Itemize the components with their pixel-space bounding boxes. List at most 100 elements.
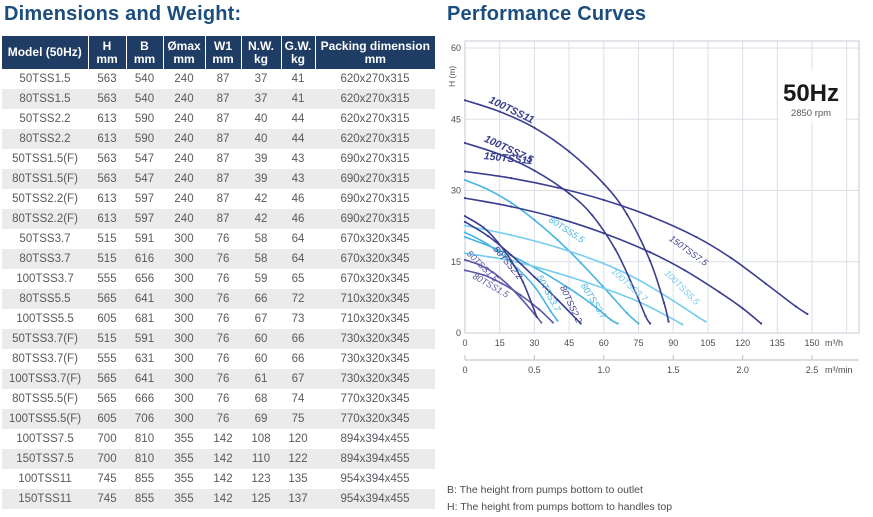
table-cell: 613 [97, 193, 117, 205]
table-cell: 855 [134, 473, 155, 485]
table-row: 80TSS2.2 613 590 240 87 40 44 620x270x315 [2, 129, 435, 149]
table-cell: 300 [163, 409, 205, 429]
table-cell: 690x270x315 [315, 169, 435, 189]
table-cell: 565 [97, 393, 117, 405]
curve-point [519, 296, 522, 299]
table-cell: 300 [163, 329, 205, 349]
table-cell: 547 [126, 169, 163, 189]
table-cell: 58 [241, 249, 281, 269]
curve-point [463, 141, 467, 145]
table-cell: 240 [163, 89, 205, 109]
table-cell: 706 [126, 409, 163, 429]
table-cell: 142 [205, 489, 241, 509]
curve-point [463, 215, 467, 218]
curve-point [568, 287, 571, 290]
curve-point [491, 271, 494, 274]
table-cell: 64 [281, 249, 315, 269]
table-cell: 43 [281, 169, 315, 189]
table-cell: 616 [126, 249, 163, 269]
table-cell: 40 [241, 129, 281, 149]
table-cell: 61 [241, 369, 281, 389]
svg-text:150: 150 [804, 338, 819, 348]
table-cell: 700 [97, 433, 117, 445]
table-cell: 355 [163, 489, 205, 509]
table-cell: 770x320x345 [315, 409, 435, 429]
curve-point [556, 246, 559, 249]
table-cell: 355 [174, 473, 194, 485]
table-cell: 770x320x345 [340, 393, 410, 405]
table-cell: 300 [163, 249, 205, 269]
svg-text:2.5: 2.5 [806, 365, 819, 375]
curve-point [463, 269, 467, 272]
table-cell: 620x270x315 [315, 129, 435, 149]
plot-border [464, 40, 860, 334]
table-cell: 300 [174, 313, 194, 325]
table-cell: 540 [126, 89, 163, 109]
table-cell: 110 [241, 449, 281, 469]
svg-text:30: 30 [451, 186, 461, 196]
curve-point [764, 282, 767, 285]
table-cell: 80TSS3.7(F) [12, 353, 78, 365]
table-cell: 555 [97, 353, 117, 365]
column-header: Model (50Hz) [2, 36, 89, 69]
table-cell: 40 [254, 113, 268, 125]
table-cell: 87 [216, 113, 230, 125]
table-cell: 46 [281, 209, 315, 229]
table-cell: 39 [241, 169, 281, 189]
curve-point [537, 308, 541, 311]
table-cell: 42 [254, 193, 268, 205]
curve-point [477, 263, 480, 266]
footnote-line: B: The height from pumps bottom to outle… [447, 484, 643, 496]
curve-point [695, 235, 698, 239]
table-row: 80TSS3.7(F) 555 631 300 76 60 66 730x320x345 [2, 349, 435, 369]
table-cell: 68 [254, 393, 268, 405]
curve-point [505, 282, 508, 285]
table-cell: 620x270x315 [315, 89, 435, 109]
table-cell: 591 [126, 329, 163, 349]
table-row: 80TSS5.5(F) 565 666 300 76 68 74 770x320x345 [2, 389, 435, 409]
curve-point [533, 218, 536, 222]
pump-curve-50TSS3.7 [463, 231, 559, 322]
curve-point [500, 282, 504, 285]
table-cell: 142 [213, 473, 233, 485]
table-cell: 590 [126, 129, 163, 149]
curve-point [667, 320, 670, 323]
curve-point [510, 201, 513, 204]
curve-point [510, 177, 513, 180]
table-row: 50TSS1.5 563 540 240 87 37 41 620x270x315 [2, 69, 435, 89]
curve-path [464, 224, 707, 323]
curve-point [681, 323, 684, 326]
table-cell: 76 [216, 233, 230, 245]
curve-point [637, 322, 640, 325]
table-cell: 66 [281, 329, 315, 349]
table-cell: 41 [291, 73, 305, 85]
table-cell: 670x320x345 [315, 249, 435, 269]
x-axis-unit-min: m³/min [825, 365, 853, 375]
table-row: 100TSS3.7 555 656 300 76 59 65 670x320x345 [2, 269, 435, 289]
table-cell: 300 [163, 289, 205, 309]
table-cell: 60 [241, 329, 281, 349]
curve-point [533, 169, 536, 172]
table-cell: 240 [174, 113, 194, 125]
table-cell: 597 [126, 209, 163, 229]
table-cell: 87 [216, 153, 230, 165]
column-header: G.W. kg [281, 36, 316, 69]
curve-point [616, 322, 619, 325]
table-cell: 563 [88, 89, 126, 109]
table-cell: 74 [291, 393, 305, 405]
table-row: 80TSS1.5 563 540 240 87 37 41 620x270x315 [2, 89, 435, 109]
table-row: 100TSS5.5 605 681 300 76 67 73 710x320x345 [2, 309, 435, 329]
table-cell: 122 [281, 449, 315, 469]
table-row: 100TSS5.5(F) 605 706 300 76 69 75 770x320x345 [2, 409, 435, 429]
pump-curve-80TSS3.7 [463, 235, 619, 325]
table-cell: 59 [254, 273, 268, 285]
svg-text:135: 135 [770, 338, 785, 348]
curve-point [556, 186, 559, 189]
pump-curve-80TSS5.5 [463, 178, 640, 325]
table-cell: 135 [288, 473, 308, 485]
curve-point [556, 216, 559, 220]
table-cell: 100TSS3.7 [16, 273, 74, 285]
